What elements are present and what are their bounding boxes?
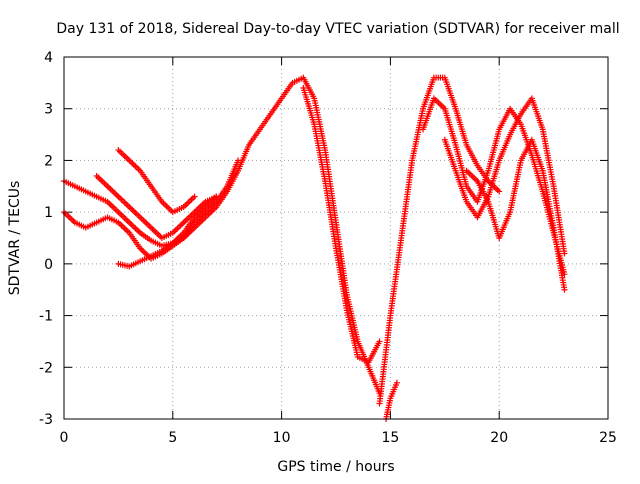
y-tick-label: 4 (44, 50, 53, 66)
series-5 (115, 193, 220, 270)
x-tick-label: 25 (599, 430, 617, 446)
y-tick-label: 1 (44, 205, 53, 221)
y-tick-label: -1 (39, 309, 53, 325)
y-tick-label: -2 (39, 360, 53, 376)
series-2 (115, 147, 198, 216)
data-point (376, 338, 383, 345)
data-series (61, 74, 568, 422)
y-tick-label: 3 (44, 102, 53, 118)
series-8 (441, 95, 568, 257)
y-tick-label: -3 (39, 412, 53, 428)
data-point (235, 157, 242, 164)
series-6 (376, 74, 503, 407)
x-axis-label: GPS time / hours (277, 459, 394, 475)
series-1 (300, 85, 383, 366)
data-point (561, 250, 568, 257)
chart-title: Day 131 of 2018, Sidereal Day-to-day VTE… (56, 21, 619, 37)
series-9 (463, 136, 568, 293)
y-axis-label: SDTVAR / TECUs (7, 181, 23, 296)
x-tick-label: 20 (490, 430, 508, 446)
series-4 (93, 172, 220, 241)
series-7 (420, 95, 568, 278)
data-point (213, 193, 220, 200)
x-tick-label: 15 (381, 430, 399, 446)
data-point (561, 286, 568, 293)
x-tick-label: 0 (60, 430, 69, 446)
data-point (496, 188, 503, 195)
data-point (393, 379, 400, 386)
data-point (191, 193, 198, 200)
x-tick-label: 5 (168, 430, 177, 446)
y-tick-labels: -3 -2 -1 0 1 2 3 4 (39, 50, 53, 428)
plot-frame (63, 56, 609, 420)
y-tick-label: 2 (44, 153, 53, 169)
x-tick-labels: 0 5 10 15 20 25 (60, 430, 617, 446)
series-10 (383, 379, 400, 422)
x-tick-label: 10 (273, 430, 291, 446)
y-tick-label: 0 (44, 257, 53, 273)
